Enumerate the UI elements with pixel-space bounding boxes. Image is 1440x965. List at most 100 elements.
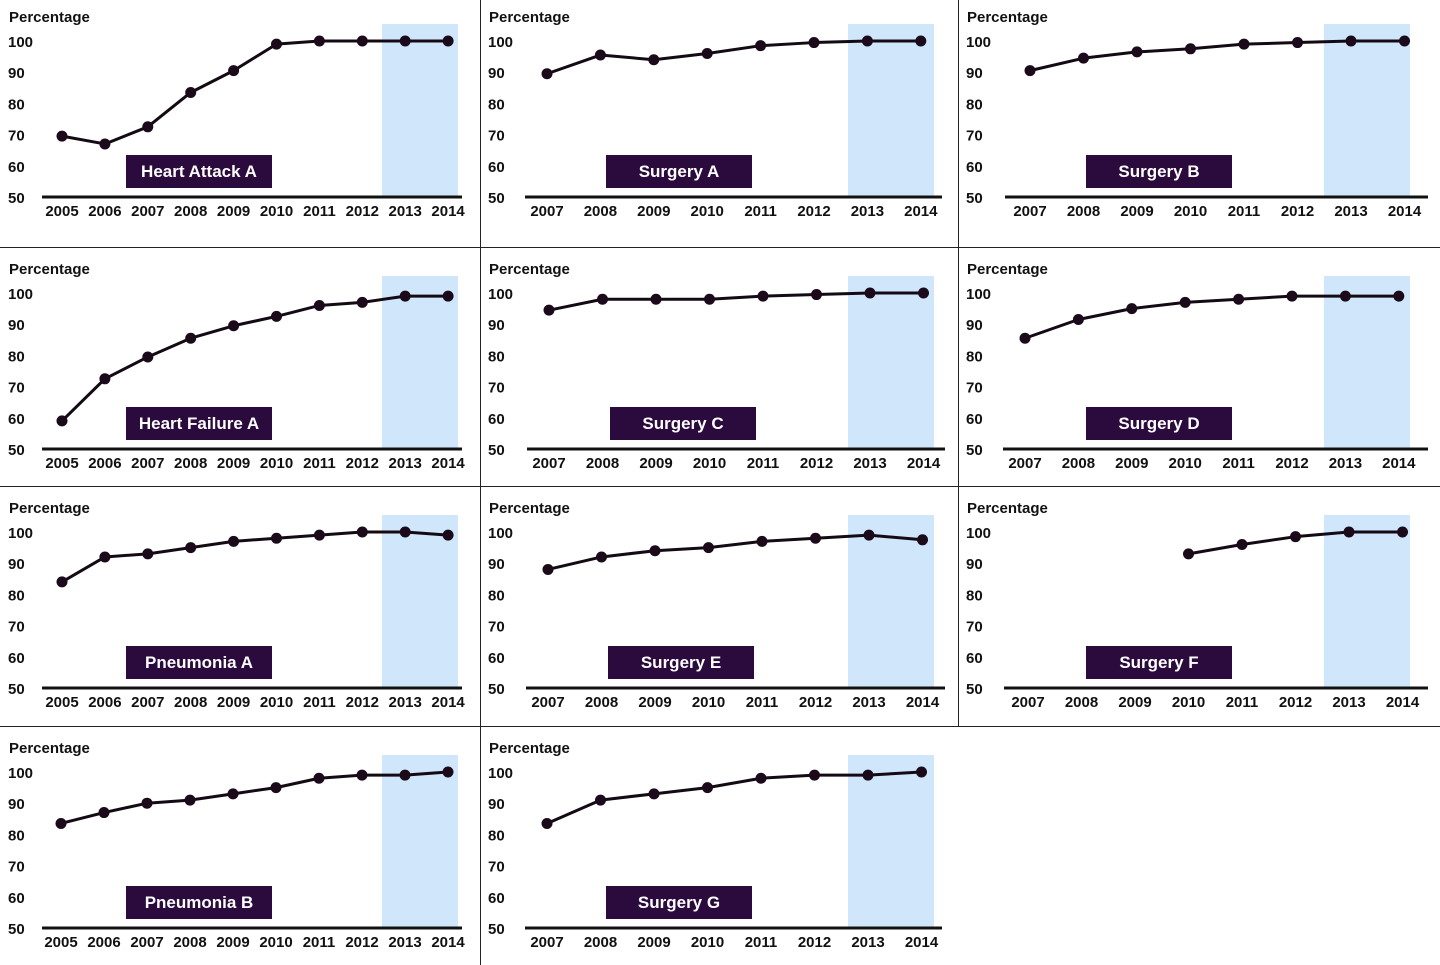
data-point [1185,43,1196,55]
x-tick-label: 2013 [389,455,422,472]
x-tick-label: 2011 [303,455,336,472]
data-point [861,35,873,47]
data-point [757,290,769,302]
x-tick-label: 2010 [1172,694,1205,711]
data-point [864,287,876,299]
x-tick-label: 2010 [260,455,293,472]
y-axis-label: Percentage [489,261,570,278]
measure-label-box [1086,155,1232,188]
data-point [1343,526,1355,538]
y-tick-label: 90 [8,556,25,573]
data-point [1233,293,1245,305]
x-tick-label: 2011 [1226,694,1259,711]
data-point [399,290,411,302]
y-tick-label: 70 [8,619,25,636]
data-point [703,542,714,554]
y-tick-label: 70 [488,619,505,636]
y-tick-label: 70 [966,128,983,145]
x-tick-label: 2011 [1228,203,1261,220]
y-tick-label: 60 [488,650,505,667]
measure-label: Surgery C [642,414,723,433]
y-tick-label: 80 [488,348,505,365]
column-divider [480,0,481,965]
x-tick-label: 2013 [1332,694,1365,711]
x-tick-label: 2007 [1013,203,1046,220]
y-tick-label: 50 [8,681,25,698]
series-line [546,39,921,76]
data-point [270,782,282,794]
y-axis-label: Percentage [489,9,570,26]
data-point [811,289,822,301]
series-line [1029,39,1405,73]
y-tick-label: 70 [966,380,983,397]
data-point [141,797,153,809]
x-tick-label: 2006 [87,934,120,951]
data-point [755,772,767,784]
x-tick-label: 2008 [1065,694,1098,711]
data-point [596,551,607,563]
data-point [185,86,197,98]
y-tick-label: 50 [488,442,505,459]
data-point [704,293,715,305]
y-tick-label: 80 [966,96,983,113]
data-point [543,304,555,316]
measure-label: Surgery B [1118,162,1199,181]
data-point [442,35,454,47]
x-tick-label: 2008 [585,694,618,711]
data-point [597,293,608,305]
x-tick-label: 2011 [747,455,780,472]
data-point [1290,531,1301,543]
data-point [313,299,325,311]
y-axis-label: Percentage [967,261,1048,278]
y-tick-label: 90 [966,556,983,573]
y-tick-label: 100 [488,286,513,303]
measure-label-box [126,407,272,440]
chart-panel-3: Percentage 50 60 70 80 90 100 2007 2008 2009 2010 2… [966,9,1428,220]
shaded-region [382,24,458,197]
x-tick-label: 2010 [1174,203,1207,220]
x-tick-label: 2013 [852,694,885,711]
x-tick-label: 2005 [45,203,78,220]
y-tick-label: 50 [8,921,25,938]
chart-panel-1: Percentage 50 60 70 80 90 100 2005 2006 2007 2008 2… [8,9,465,220]
x-tick-label: 2014 [1382,455,1416,472]
chart-panel-10: Percentage 50 60 70 80 90 100 2005 2006 2007 2008 2… [8,740,465,951]
x-tick-label: 2012 [345,934,378,951]
x-tick-label: 2007 [1011,694,1044,711]
x-tick-label: 2014 [431,934,465,951]
chart-panel-2: Percentage 50 60 70 80 90 100 2007 2008 2009 2010 2… [488,9,942,220]
data-point [185,542,197,554]
data-point [142,548,154,560]
row-divider [0,247,1440,248]
x-tick-label: 2011 [303,694,336,711]
data-point [594,49,606,61]
data-point [271,38,282,50]
data-point [650,293,662,305]
data-point [1238,38,1250,50]
data-point [98,807,110,819]
data-point [442,766,454,778]
x-tick-label: 2011 [746,694,779,711]
y-tick-label: 60 [8,159,25,176]
x-tick-label: 2008 [1062,455,1095,472]
y-tick-label: 100 [488,765,513,782]
chart-panel-6: Percentage 50 60 70 80 90 100 2007 2008 2009 2010 2… [966,261,1428,472]
y-tick-label: 70 [488,128,505,145]
x-tick-label: 2013 [388,934,421,951]
x-tick-label: 2009 [637,203,670,220]
data-point [1072,314,1084,326]
y-tick-label: 100 [8,765,33,782]
y-tick-label: 60 [488,159,505,176]
shaded-region [848,755,934,928]
data-point [702,782,713,794]
measure-label: Pneumonia A [145,653,253,672]
shaded-region [1324,515,1410,688]
x-tick-label: 2007 [531,694,564,711]
series-line [546,770,922,825]
shaded-region [1324,24,1410,197]
x-tick-label: 2008 [173,934,206,951]
chart-panel-9: Percentage 50 60 70 80 90 100 2007 2008 2009 2010 2… [966,500,1428,711]
shaded-region [848,24,934,197]
measure-label-box [126,646,272,679]
data-point [228,320,240,332]
